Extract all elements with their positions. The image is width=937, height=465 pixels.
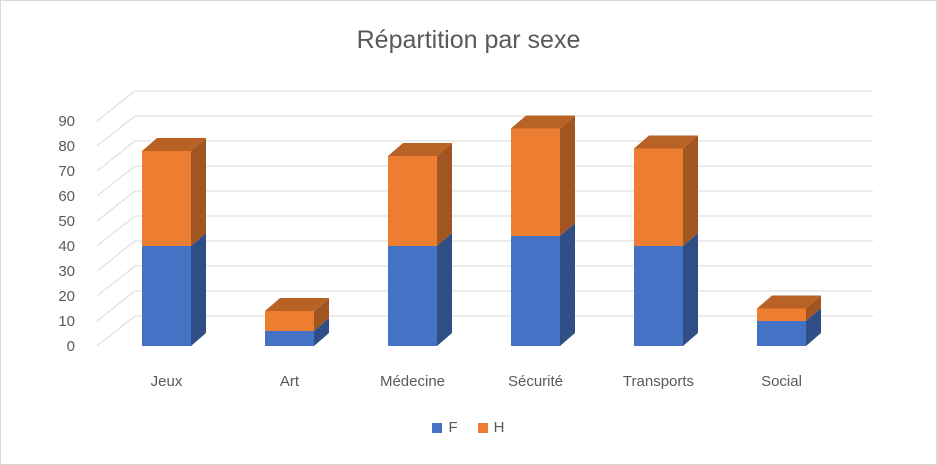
bar-f-4: [634, 246, 683, 346]
x-tick-label: Transports: [623, 373, 694, 390]
gridline: [96, 315, 873, 347]
x-tick-label: Sécurité: [508, 373, 563, 390]
y-tick-label: 40: [58, 238, 75, 255]
gridline: [96, 190, 873, 222]
bar-side-h-3: [560, 115, 575, 236]
bar-side-f-0: [191, 233, 206, 346]
y-tick-label: 60: [58, 188, 75, 205]
legend-item: F: [432, 419, 458, 436]
gridline: [96, 140, 873, 172]
y-tick-label: 0: [67, 338, 75, 355]
bar-h-0: [142, 151, 191, 246]
bar-top-5: [757, 295, 821, 309]
gridline: [96, 290, 873, 322]
x-tick-label: Jeux: [151, 373, 183, 390]
gridline: [96, 115, 873, 147]
bar-side-f-1: [314, 318, 329, 346]
bar-f-5: [757, 321, 806, 346]
bar-side-f-2: [437, 233, 452, 346]
bar-h-1: [265, 311, 314, 331]
bar-side-h-2: [437, 143, 452, 246]
gridline: [96, 90, 873, 122]
gridline: [96, 215, 873, 247]
bar-top-3: [511, 115, 575, 129]
bar-top-1: [265, 298, 329, 311]
gridline: [96, 240, 873, 272]
bar-side-h-4: [683, 135, 698, 246]
legend-swatch: [432, 422, 443, 433]
chart-title: Répartition par sexe: [356, 26, 581, 54]
bar-h-2: [388, 156, 437, 246]
y-tick-label: 10: [58, 313, 75, 330]
legend-swatch: [477, 422, 488, 433]
bar-f-0: [142, 246, 191, 346]
bar-f-1: [265, 331, 314, 346]
bar-h-3: [511, 128, 560, 236]
bar-top-0: [142, 138, 206, 151]
bar-side-h-0: [191, 138, 206, 246]
bar-h-5: [757, 308, 806, 321]
y-tick-label: 70: [58, 163, 75, 180]
y-tick-label: 80: [58, 138, 75, 155]
bar-side-h-5: [806, 295, 821, 321]
bar-h-4: [634, 148, 683, 246]
x-tick-label: Médecine: [380, 373, 445, 390]
y-tick-label: 50: [58, 213, 75, 230]
gridline: [96, 165, 873, 197]
bar-side-f-5: [806, 308, 821, 346]
bar-top-2: [388, 143, 452, 156]
bar-top-4: [634, 135, 698, 149]
legend-label: H: [493, 419, 505, 436]
bar-side-h-1: [314, 298, 329, 331]
bar-side-f-4: [683, 233, 698, 346]
legend-item: H: [477, 419, 505, 436]
legend-label: F: [448, 419, 458, 436]
gridline: [96, 265, 873, 297]
x-tick-label: Art: [280, 373, 300, 390]
y-tick-label: 90: [58, 113, 75, 130]
bar-f-2: [388, 246, 437, 346]
bar-side-f-3: [560, 223, 575, 346]
x-tick-label: Social: [761, 373, 802, 390]
y-tick-label: 20: [58, 288, 75, 305]
y-tick-label: 30: [58, 263, 75, 280]
bar-f-3: [511, 236, 560, 346]
